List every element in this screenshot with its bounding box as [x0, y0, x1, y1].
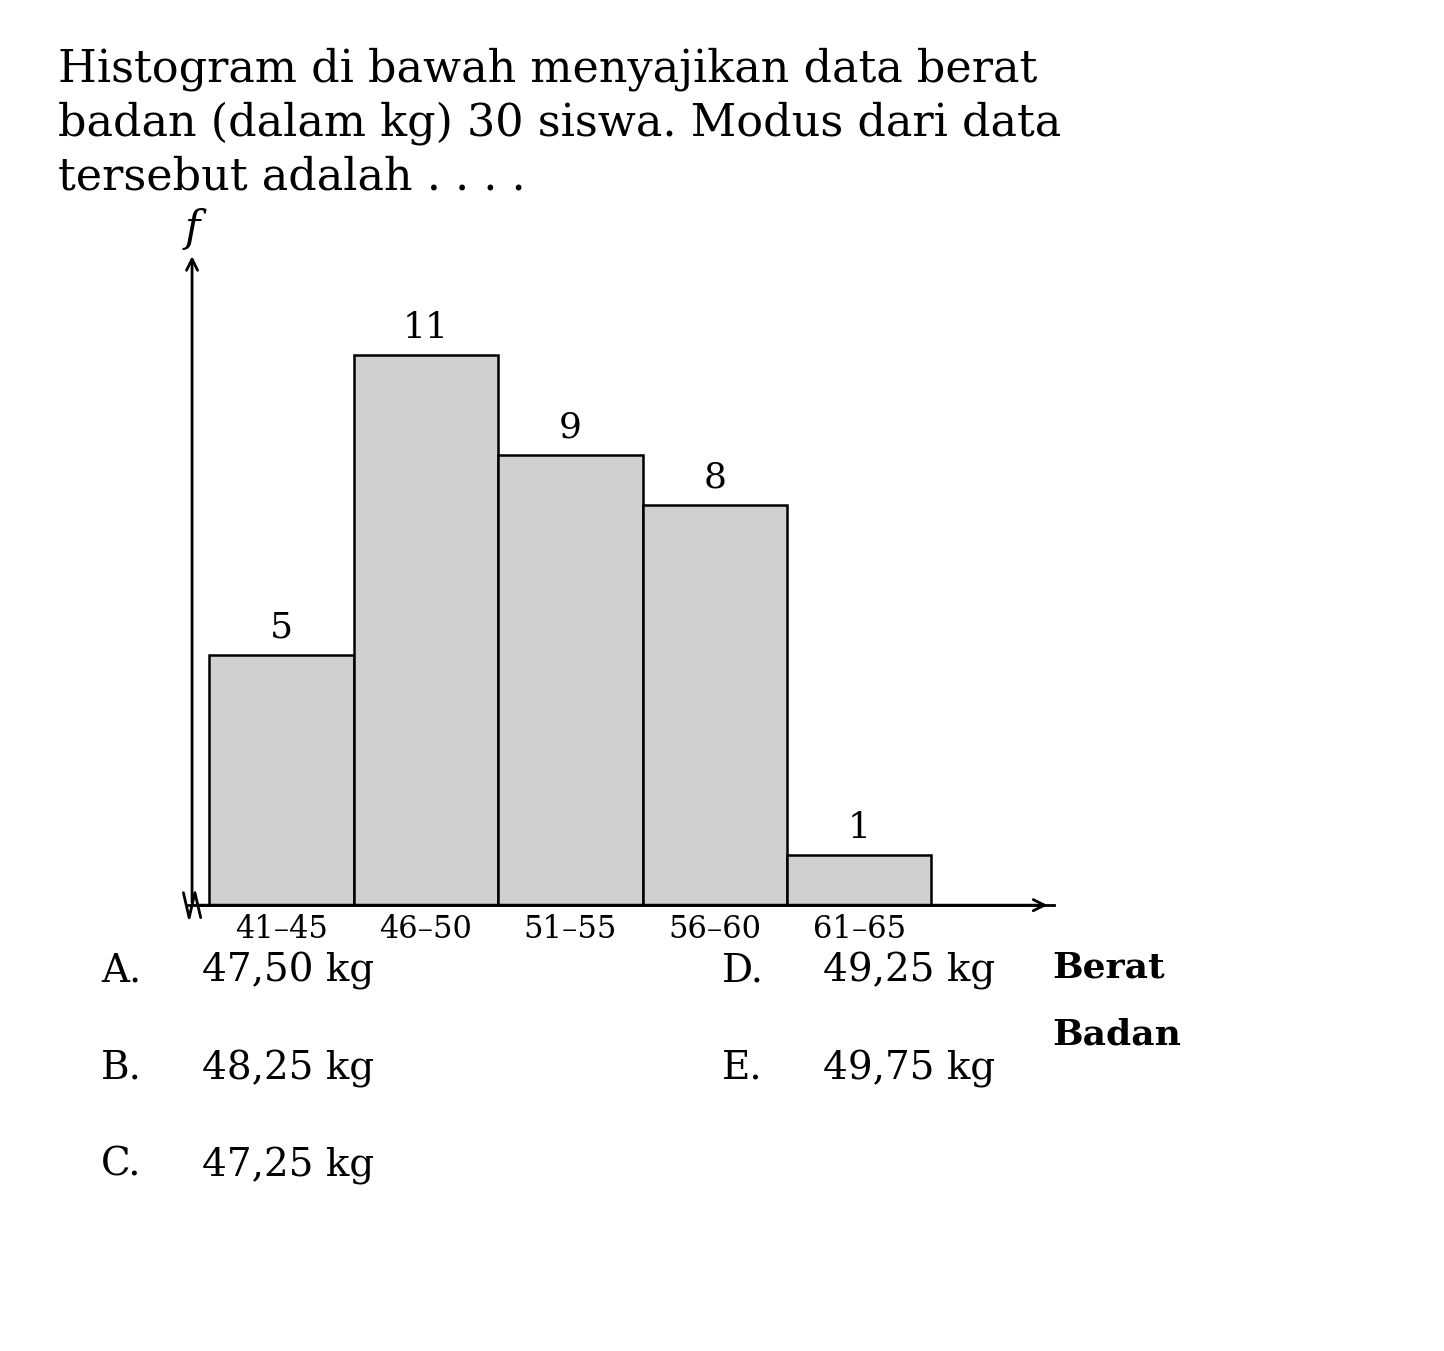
- Bar: [209, 655, 354, 905]
- Text: Berat: Berat: [1053, 950, 1165, 984]
- Text: D.: D.: [722, 952, 764, 989]
- Text: 1: 1: [848, 811, 871, 846]
- Text: 47,25 kg: 47,25 kg: [202, 1147, 374, 1185]
- Text: Histogram di bawah menyajikan data berat: Histogram di bawah menyajikan data berat: [58, 47, 1037, 91]
- Text: 5: 5: [270, 611, 293, 644]
- Text: tersebut adalah . . . .: tersebut adalah . . . .: [58, 155, 526, 199]
- Text: badan (dalam kg) 30 siswa. Modus dari data: badan (dalam kg) 30 siswa. Modus dari da…: [58, 101, 1061, 145]
- Text: 49,25 kg: 49,25 kg: [823, 952, 995, 990]
- Bar: [354, 355, 498, 905]
- Text: 47,50 kg: 47,50 kg: [202, 952, 374, 990]
- Bar: [787, 855, 931, 905]
- Text: A.: A.: [101, 952, 142, 989]
- Text: 8: 8: [703, 461, 726, 494]
- Text: 48,25 kg: 48,25 kg: [202, 1050, 374, 1088]
- Text: 11: 11: [403, 311, 449, 345]
- Bar: [643, 505, 787, 905]
- Text: Badan: Badan: [1053, 1017, 1181, 1051]
- Text: 49,75 kg: 49,75 kg: [823, 1050, 995, 1088]
- Text: C.: C.: [101, 1147, 142, 1183]
- Text: B.: B.: [101, 1050, 142, 1086]
- Text: 9: 9: [559, 411, 582, 444]
- Text: f: f: [185, 208, 199, 250]
- Text: E.: E.: [722, 1050, 762, 1086]
- Bar: [498, 455, 643, 905]
